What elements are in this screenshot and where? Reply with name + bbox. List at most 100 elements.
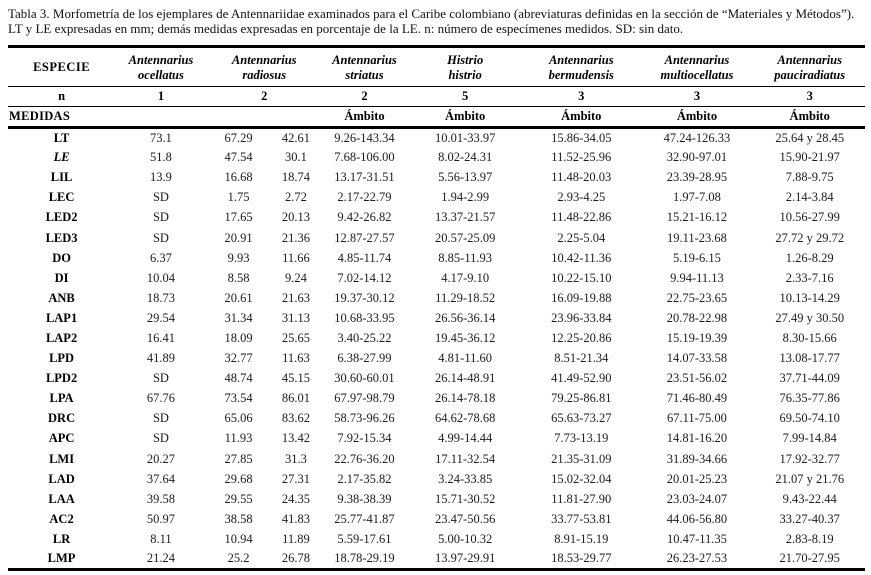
measure-value: 8.11: [150, 531, 172, 546]
measure-value: 31.3: [284, 451, 307, 466]
measure-value: 2.83-8.19: [785, 531, 834, 546]
table-header: ESPECIE Antennarius ocellatus Antennariu…: [8, 46, 865, 129]
measure-value: 2.17-22.79: [337, 190, 392, 205]
measure-value: 8.58: [227, 270, 250, 285]
measure-value: 9.42-26.82: [337, 210, 392, 225]
measure-value: 20.61: [224, 290, 253, 305]
measure-value: 15.86-34.05: [551, 130, 612, 145]
measure-value: 15.19-19.39: [666, 330, 728, 345]
measure-value: 11.81-27.90: [551, 491, 612, 506]
ambito-cell: Ámbito: [754, 106, 865, 129]
n-value: 2: [206, 86, 322, 107]
measure-label: APC: [48, 431, 75, 446]
measure-value: 27.85: [224, 451, 253, 466]
table-row: ANB 18.73 20.61 21.63 19.37-30.12 11.29-18.52…: [8, 288, 865, 308]
measure-value: 13.17-31.51: [334, 170, 395, 185]
species-header-histrio: Histrio histrio: [407, 46, 523, 87]
measure-value: 8.91-15.19: [554, 531, 609, 546]
measure-value: 33.77-53.81: [551, 511, 612, 526]
ambito-cell: [206, 106, 322, 129]
table-row: DO 6.37 9.93 11.66 4.85-11.74 8.85-11.93 10.42…: [8, 248, 865, 268]
measure-value: 1.97-7.08: [673, 190, 721, 205]
measure-label: LIL: [50, 170, 73, 185]
species-name-line: pauciradiatus: [774, 67, 846, 82]
ambito-cell: Ámbito: [523, 106, 640, 129]
measure-value: 13.42: [281, 431, 310, 446]
measure-value: 12.87-27.57: [334, 230, 395, 245]
measure-value: SD: [152, 230, 169, 245]
measure-value: 41.49-52.90: [551, 371, 612, 386]
measure-value: 39.58: [146, 491, 176, 506]
table-row: LR 8.11 10.94 11.89 5.59-17.61 5.00-10.32 8.91…: [8, 529, 865, 549]
measure-value: 5.56-13.97: [438, 170, 493, 185]
measure-value: 21.70-27.95: [779, 551, 840, 566]
measure-value: 67.76: [146, 391, 176, 406]
n-value: 3: [523, 86, 640, 107]
measure-value: 3.24-33.85: [438, 471, 493, 486]
measure-value: 7.73-13.19: [554, 431, 609, 446]
measure-value: 5.00-10.32: [438, 531, 493, 546]
measure-value: 42.61: [281, 130, 310, 145]
measure-value: 11.29-18.52: [435, 290, 496, 305]
n-value: 3: [754, 86, 865, 107]
n-count-row: n 1 2 2 5 3 3 3: [8, 86, 865, 107]
measure-value: 14.81-16.20: [666, 431, 728, 446]
measure-value: 21.63: [281, 290, 310, 305]
measure-value: 47.24-126.33: [663, 130, 731, 145]
measure-value: 37.71-44.09: [779, 371, 840, 386]
measure-label: LPA: [49, 391, 74, 406]
measure-value: 20.91: [224, 230, 253, 245]
measure-value: 21.35-31.09: [551, 451, 612, 466]
table-row: LPD 41.89 32.77 11.63 6.38-27.99 4.81-11.60 8.…: [8, 349, 865, 369]
measure-value: 10.13-14.29: [779, 290, 840, 305]
species-header-row: ESPECIE Antennarius ocellatus Antennariu…: [8, 46, 865, 87]
measure-value: 19.37-30.12: [334, 290, 395, 305]
measure-value: 2.25-5.04: [557, 230, 606, 245]
measure-value: 23.96-33.84: [551, 310, 612, 325]
measure-value: 83.62: [281, 411, 310, 426]
measure-value: 25.64 y 28.45: [775, 130, 845, 145]
measure-value: 5.59-17.61: [337, 531, 392, 546]
medidas-label: MEDIDAS: [8, 106, 116, 129]
measure-value: 20.13: [281, 210, 310, 225]
species-header-radiosus: Antennarius radiosus: [206, 46, 322, 87]
measure-value: 10.47-11.35: [666, 531, 727, 546]
measure-value: 11.52-25.96: [551, 150, 612, 165]
measure-value: 15.02-32.04: [551, 471, 612, 486]
measure-value: 30.60-60.01: [334, 371, 395, 386]
measure-value: 11.66: [282, 250, 310, 265]
measure-value: 67.11-75.00: [666, 411, 727, 426]
measure-value: 18.53-29.77: [551, 551, 612, 566]
ambito-cell: Ámbito: [639, 106, 755, 129]
measure-value: 65.06: [224, 411, 253, 426]
measure-value: 26.78: [281, 551, 310, 566]
measure-value: 4.85-11.74: [337, 250, 392, 265]
measure-value: 31.89-34.66: [666, 451, 728, 466]
measure-value: SD: [152, 371, 169, 386]
measure-value: 10.22-15.10: [551, 270, 612, 285]
measure-label: AC2: [49, 511, 74, 526]
measure-value: 2.72: [284, 190, 307, 205]
measure-value: 7.99-14.84: [782, 431, 837, 446]
measure-value: 26.23-27.53: [666, 551, 728, 566]
measure-value: 17.92-32.77: [779, 451, 840, 466]
measure-label: LPD: [49, 351, 75, 366]
table-row: LT 73.1 67.29 42.61 9.26-143.34 10.01-33.97 15…: [8, 128, 865, 148]
table-body: LT 73.1 67.29 42.61 9.26-143.34 10.01-33.97 15…: [8, 128, 865, 570]
species-name-line: histrio: [448, 67, 482, 82]
species-name-line: striatus: [345, 67, 384, 82]
table-row: DRC SD 65.06 83.62 58.73-96.26 64.62-78.68 65.…: [8, 409, 865, 429]
measure-value: 24.35: [281, 491, 310, 506]
measure-value: 13.08-17.77: [779, 351, 840, 366]
measure-label: LAP1: [45, 310, 78, 325]
measure-value: 13.97-29.91: [434, 551, 496, 566]
table-row: LIL 13.9 16.68 18.74 13.17-31.51 5.56-13.97 11…: [8, 168, 865, 188]
measure-value: 47.54: [224, 150, 253, 165]
measure-value: 23.51-56.02: [666, 371, 728, 386]
measure-value: 8.85-11.93: [438, 250, 492, 265]
measure-label: LAA: [48, 491, 75, 506]
measure-value: 10.04: [146, 270, 176, 285]
measure-value: 2.33-7.16: [785, 270, 834, 285]
measure-value: 4.81-11.60: [438, 351, 492, 366]
